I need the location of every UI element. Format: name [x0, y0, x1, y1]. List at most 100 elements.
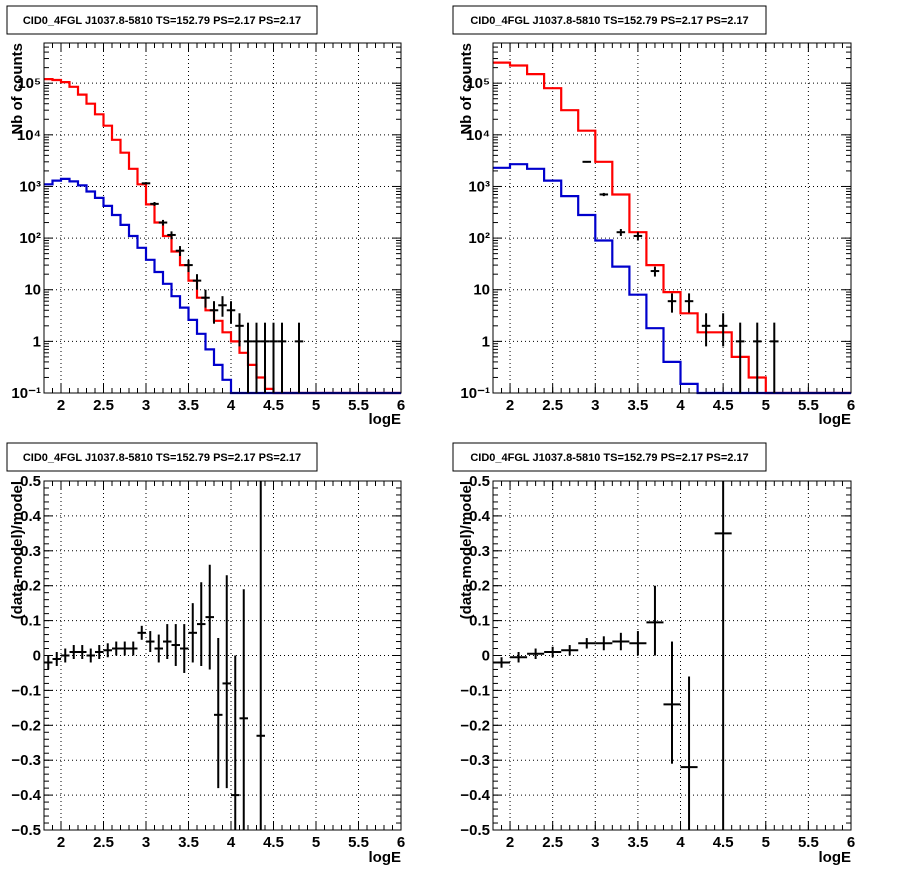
panel-counts-right: 2 2.5 3 3.5 4 4.5 5 5.5 6 10⁻¹ 1 10 10² 10³ 10⁴ 10⁵ CID0…: [452, 5, 855, 428]
x-tick-label: 5: [312, 397, 320, 414]
panel-counts-left: 2 2.5 3 3.5 4 4.5 5 5.5 6 10⁻¹ 1 10 10² 10³ 10⁴ 10⁵ CID0…: [6, 5, 405, 428]
y-tick-label: 10³: [19, 178, 41, 195]
plot-frame: [43, 42, 402, 394]
x-axis-label: logE: [819, 849, 852, 866]
y-tick-label: −0.1: [460, 682, 490, 699]
data-point: [770, 322, 779, 393]
plot-area: [44, 481, 401, 830]
y-tick-label: 1: [482, 333, 490, 350]
data-point: [616, 228, 626, 236]
x-tick-label: 6: [397, 834, 405, 851]
x-tick-label: 3.5: [627, 397, 648, 414]
data-point: [561, 645, 579, 656]
y-tick-label: −0.5: [460, 822, 490, 839]
x-tick-label: 3: [591, 834, 599, 851]
y-tick-label: 1: [33, 333, 41, 350]
y-axis-label: (data-model)/model: [458, 481, 475, 619]
x-tick-label: 5: [762, 834, 770, 851]
title-box: [6, 5, 318, 35]
y-tick-label: 10²: [468, 230, 490, 247]
data-point: [129, 641, 138, 656]
data-point: [595, 636, 613, 651]
data-point: [171, 624, 180, 666]
x-tick-label: 3.5: [627, 834, 648, 851]
series-line-0: [493, 61, 851, 395]
y-tick-label: −0.3: [11, 752, 41, 769]
x-tick-label: 6: [847, 834, 855, 851]
data-point: [95, 645, 104, 659]
x-tick-label: 3: [591, 397, 599, 414]
x-tick-label: 2: [57, 834, 65, 851]
title-box: [452, 5, 767, 35]
x-tick-label: 2: [506, 834, 514, 851]
data-point: [154, 634, 163, 663]
x-tick-label: 4.5: [263, 834, 284, 851]
data-point: [197, 582, 206, 666]
data-point: [192, 274, 202, 290]
data-point: [141, 182, 151, 185]
data-point: [510, 652, 528, 663]
y-tick-label: 0.4: [469, 508, 491, 525]
y-tick-label: 10: [473, 282, 490, 299]
data-point: [582, 160, 592, 163]
data-point: [222, 575, 231, 789]
data-point: [44, 655, 53, 670]
y-tick-label: 10⁵: [466, 75, 490, 92]
x-tick-label: 5: [312, 834, 320, 851]
y-tick-label: 0: [482, 648, 490, 665]
y-axis-label: (data-model)/model: [9, 481, 26, 619]
y-tick-label: 10⁵: [17, 75, 41, 92]
data-point: [752, 322, 762, 393]
data-point: [718, 313, 728, 347]
data-point: [243, 322, 253, 393]
x-tick-label: 4.5: [713, 834, 734, 851]
y-tick-label: −0.4: [460, 787, 490, 804]
data-point: [277, 322, 287, 393]
x-tick-label: 2.5: [93, 397, 114, 414]
data-point: [269, 322, 278, 393]
y-tick-label: 0.1: [469, 613, 490, 630]
y-tick-label: 0.4: [20, 508, 42, 525]
data-point: [735, 322, 745, 393]
y-tick-label: 10⁻¹: [11, 385, 41, 402]
data-point: [680, 676, 698, 830]
panel-resid-left: 2 2.5 3 3.5 4 4.5 5 5.5 6 −0.5 −0.4 −0.3 −0.2 −0.1 0 0.…: [6, 442, 405, 866]
data-point: [646, 585, 664, 656]
data-point: [86, 648, 95, 663]
y-tick-label: 0.2: [20, 578, 41, 595]
data-point: [201, 289, 210, 308]
data-point: [629, 631, 647, 656]
y-tick-label: 10²: [19, 230, 41, 247]
title-box: [6, 442, 318, 472]
data-point: [650, 266, 660, 277]
y-tick-label: 10: [24, 282, 41, 299]
x-tick-label: 4.5: [713, 397, 734, 414]
x-tick-label: 4.5: [263, 397, 284, 414]
y-tick-label: −0.2: [11, 717, 41, 734]
plot-frame: [492, 480, 852, 831]
plot-area: [493, 43, 851, 393]
data-point: [256, 481, 265, 830]
y-axis-label: Nb of counts: [9, 43, 26, 135]
data-point: [52, 652, 61, 666]
data-point: [218, 296, 227, 317]
y-tick-label: 0.2: [469, 578, 490, 595]
data-point: [163, 624, 172, 659]
chart-title: CID0_4FGL J1037.8-5810 TS=152.79 PS=2.17…: [470, 452, 748, 464]
plot-frame: [492, 42, 852, 394]
data-point: [527, 648, 545, 659]
x-tick-label: 5: [762, 397, 770, 414]
data-point: [294, 322, 304, 393]
x-tick-label: 5.5: [798, 397, 819, 414]
x-axis-label: logE: [819, 411, 852, 428]
plot-frame: [43, 480, 402, 831]
data-point: [112, 641, 121, 656]
x-tick-label: 2.5: [542, 834, 563, 851]
x-tick-label: 6: [397, 397, 405, 414]
y-tick-label: 0.3: [469, 543, 490, 560]
x-tick-label: 2: [506, 397, 514, 414]
x-tick-label: 3: [142, 834, 150, 851]
data-point: [684, 293, 694, 313]
data-point: [184, 259, 193, 273]
